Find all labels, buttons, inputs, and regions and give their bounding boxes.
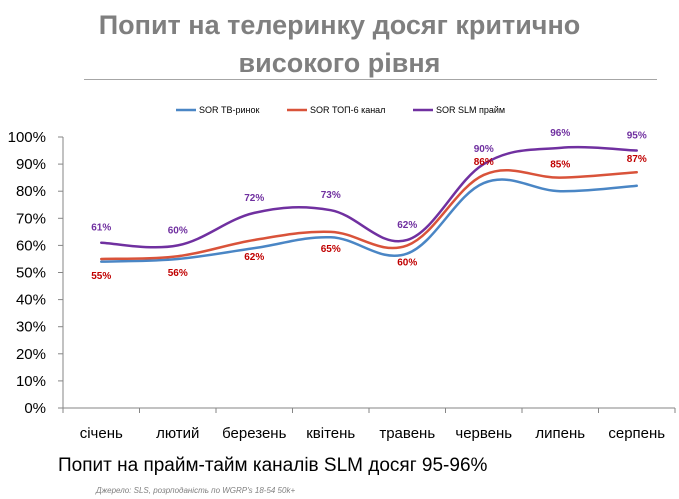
data-label: 60% bbox=[397, 257, 417, 268]
series-lines bbox=[100, 145, 638, 263]
data-label: 95% bbox=[627, 131, 647, 142]
series-line-3 bbox=[100, 145, 638, 249]
y-tick-label: 40% bbox=[16, 292, 46, 309]
series-line-2 bbox=[100, 168, 638, 261]
y-tick-label: 70% bbox=[16, 210, 46, 227]
data-label: 56% bbox=[168, 268, 188, 279]
x-tick-label: серпень bbox=[608, 425, 665, 442]
data-label: 62% bbox=[244, 252, 264, 263]
chart-title: Попит на телеринку досяг критично високо… bbox=[0, 6, 679, 82]
y-tick-label: 30% bbox=[16, 319, 46, 336]
data-label: 65% bbox=[321, 244, 341, 255]
y-tick-label: 50% bbox=[16, 265, 46, 282]
data-label: 61% bbox=[91, 223, 111, 234]
y-tick-label: 60% bbox=[16, 237, 46, 254]
data-label: 96% bbox=[550, 128, 570, 139]
x-tick-label: липень bbox=[535, 425, 585, 442]
x-tick-label: червень bbox=[455, 425, 512, 442]
legend-label-3: SOR SLM прайм bbox=[436, 105, 505, 115]
title-line-2: високого рівня bbox=[238, 48, 441, 78]
data-label: 73% bbox=[321, 190, 341, 201]
x-tick-label: лютий bbox=[156, 425, 199, 442]
data-label: 85% bbox=[550, 160, 570, 171]
x-tick-label: січень bbox=[80, 425, 123, 442]
axes: 0% 10% 20% 30% 40% 50% 60% 70% 80% 90% 100% січень л… bbox=[8, 129, 676, 442]
y-tick-label: 80% bbox=[16, 183, 46, 200]
x-tick-label: квітень bbox=[306, 425, 355, 442]
y-tick-label: 100% bbox=[8, 129, 46, 146]
title-line-1: Попит на телеринку досяг критично bbox=[98, 10, 581, 40]
data-label: 72% bbox=[244, 193, 264, 204]
data-label: 62% bbox=[397, 220, 417, 231]
y-tick-label: 0% bbox=[24, 400, 46, 417]
y-tick-label: 20% bbox=[16, 346, 46, 363]
x-tick-label: травень bbox=[379, 425, 435, 442]
legend-label-1: SOR ТВ-ринок bbox=[199, 105, 260, 115]
source-note: Джерело: SLS, розрподаність по WGRP's 18… bbox=[96, 486, 296, 495]
title-divider bbox=[84, 79, 657, 80]
data-label: 87% bbox=[627, 154, 647, 165]
x-tick-label: березень bbox=[222, 425, 286, 442]
data-labels: 55% 56% 62% 65% 60% 86% 85% 87% 61% 60% 72% 73% 62% 9… bbox=[91, 128, 647, 282]
data-label: 86% bbox=[474, 157, 494, 168]
data-label: 60% bbox=[168, 225, 188, 236]
chart-caption: Попит на прайм-тайм каналів SLM досяг 95… bbox=[58, 455, 488, 476]
y-tick-label: 90% bbox=[16, 156, 46, 173]
legend-label-2: SOR ТОП-6 канал bbox=[310, 105, 385, 115]
y-tick-label: 10% bbox=[16, 373, 46, 390]
data-label: 55% bbox=[91, 271, 111, 282]
series-line-1 bbox=[100, 178, 638, 263]
data-label: 90% bbox=[474, 144, 494, 155]
legend: SOR ТВ-ринок SOR ТОП-6 канал SOR SLM прайм bbox=[176, 105, 505, 115]
